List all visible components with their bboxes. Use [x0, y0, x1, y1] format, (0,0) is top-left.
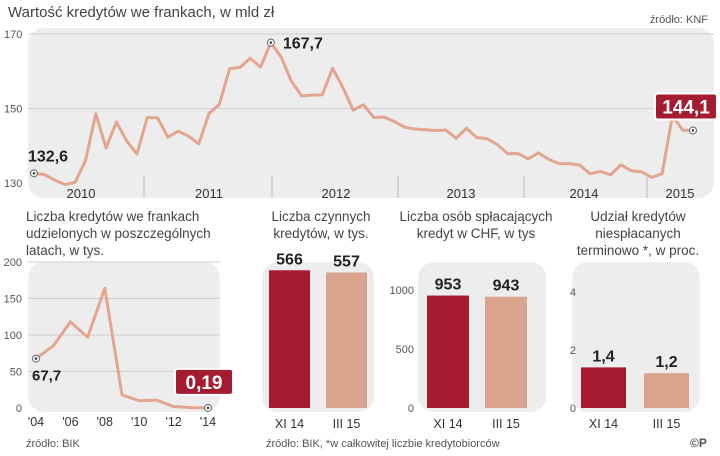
- c5-ytick-2: 2: [570, 345, 576, 357]
- c2-ytick-150: 150: [4, 294, 22, 306]
- source-bik-note: źródło: BIK, *w całkowitej liczbie kredy…: [266, 438, 500, 450]
- c5-cat-1: III 15: [653, 417, 681, 431]
- c4-value-1: 943: [493, 278, 520, 295]
- c2-series-line: [35, 286, 209, 410]
- main-xtick-2012: 2012: [322, 186, 351, 201]
- c4-bar-0: [427, 295, 469, 408]
- c5-bar-1: [644, 373, 689, 408]
- c2-xtick-1: '06: [62, 415, 78, 429]
- main-ytick-130: 130: [4, 178, 22, 190]
- c3-bar-0: [269, 270, 310, 408]
- main-end-label-box: [654, 92, 718, 121]
- chart2-title: Liczba kredytów we frankach udzielonych …: [26, 209, 211, 258]
- c2-ytick-50: 50: [10, 367, 22, 379]
- main-ytick-150: 150: [4, 104, 22, 116]
- main-start-label: 132,6: [28, 148, 68, 165]
- c2-ytick-0: 0: [16, 403, 22, 415]
- main-xtick-2015: 2015: [666, 186, 695, 201]
- c2-ytick-100: 100: [4, 330, 22, 342]
- c2-start-marker-dot: [34, 357, 38, 360]
- main-end-marker-dot: [691, 129, 695, 132]
- chart5-title: Udział kredytów niespłacanych terminowo …: [576, 209, 700, 258]
- main-end-label: 144,1: [662, 97, 710, 118]
- main-xtick-2010: 2010: [67, 186, 96, 201]
- c5-ytick-4: 4: [570, 287, 576, 299]
- c2-xtick-4: '12: [165, 415, 181, 429]
- chart-title: Wartość kredytów we frankach, w mld zł: [8, 4, 275, 21]
- c2-xtick-3: '10: [131, 415, 147, 429]
- c4-cat-0: XI 14: [433, 417, 462, 431]
- c2-end-marker-dot: [206, 406, 210, 410]
- c4-value-0: 953: [435, 277, 462, 294]
- c2-xtick-5: '14: [200, 415, 216, 429]
- main-xtick-2013: 2013: [447, 186, 476, 201]
- c5-ytick-0: 0: [570, 403, 576, 415]
- c4-ytick-500: 500: [396, 344, 414, 356]
- c3-value-1: 557: [333, 253, 360, 270]
- c5-value-1: 1,2: [655, 354, 677, 371]
- copyright-mark: ©P: [690, 436, 707, 450]
- main-series-line: [33, 41, 694, 186]
- c4-bar-1: [485, 296, 527, 408]
- chart4-title: Liczba osób spłacających kredyt w CHF, w…: [399, 209, 553, 241]
- source-bik: źródło: BIK: [26, 438, 80, 450]
- c2-ytick-200: 200: [4, 257, 22, 269]
- main-start-marker-dot: [32, 172, 36, 175]
- c2-start-label: 67,7: [32, 368, 61, 385]
- c4-cat-1: III 15: [492, 417, 520, 431]
- c2-end-label: 0,19: [186, 373, 223, 394]
- c2-xtick-2: '08: [97, 415, 113, 429]
- c3-cat-0: XI 14: [275, 417, 304, 431]
- c5-cat-0: XI 14: [589, 417, 618, 431]
- c3-bar-1: [326, 272, 367, 408]
- source-knf: źródło: KNF: [649, 14, 708, 26]
- c3-cat-1: III 15: [333, 417, 361, 431]
- main-xtick-2014: 2014: [570, 186, 599, 201]
- c5-value-0: 1,4: [592, 348, 614, 365]
- c2-end-label-box: [174, 367, 234, 396]
- main-peak-marker-dot: [269, 41, 273, 44]
- c4-ytick-0: 0: [408, 403, 414, 415]
- c3-value-0: 566: [276, 251, 303, 268]
- main-xtick-2011: 2011: [195, 186, 223, 201]
- main-peak-label: 167,7: [283, 36, 323, 53]
- c2-xtick-0: '04: [28, 415, 44, 429]
- chart3-title: Liczba czynnych kredytów, w tys.: [271, 209, 371, 241]
- main-ytick-170: 170: [4, 29, 22, 41]
- c4-ytick-1000: 1000: [390, 285, 414, 297]
- c5-bar-0: [581, 367, 626, 408]
